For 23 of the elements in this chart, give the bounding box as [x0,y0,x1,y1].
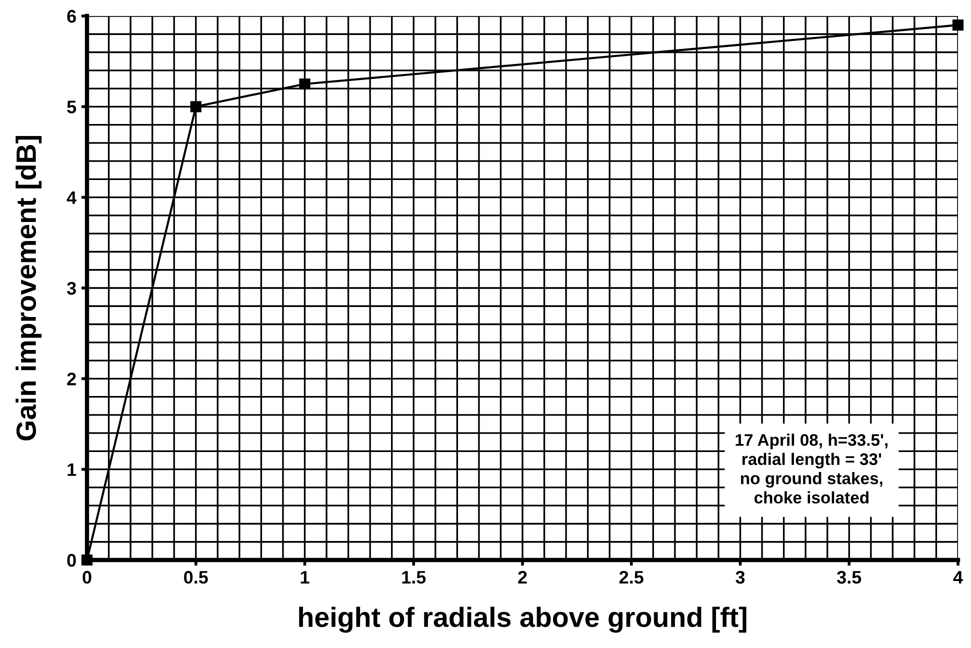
point [299,78,310,90]
x-tick-label: 3.5 [836,570,862,584]
y-tick-label: 6 [67,10,76,23]
y-tick-label: 5 [67,100,76,114]
x-tick-label: 1 [300,571,310,584]
x-tick-label: 4 [953,571,963,584]
y-tick-label: 0 [67,554,76,567]
x-tick-label: 2 [518,570,527,584]
y-tick-label: 3 [66,282,76,295]
annotation: 17 April 08, h=33.5', radial length = 33' no ground stakes, choke isolated [736,434,888,504]
x-axis-title: height of radials above ground [ft] [299,606,746,633]
point [952,20,964,31]
x-tick-label: 1.5 [402,571,426,584]
x-tick-label: 0 [82,570,92,584]
y-tick-label: 2 [67,372,76,386]
x-tick-label: 2.5 [619,570,644,584]
x-tick-label: 0.5 [184,570,208,584]
x-tick-label: 3 [736,570,745,584]
y-tick-label: 1 [68,463,76,476]
y-tick-label: 4 [66,191,76,204]
y-axis-title: Gain improvement [dB] [16,136,42,440]
point [81,554,93,566]
point [190,101,202,112]
